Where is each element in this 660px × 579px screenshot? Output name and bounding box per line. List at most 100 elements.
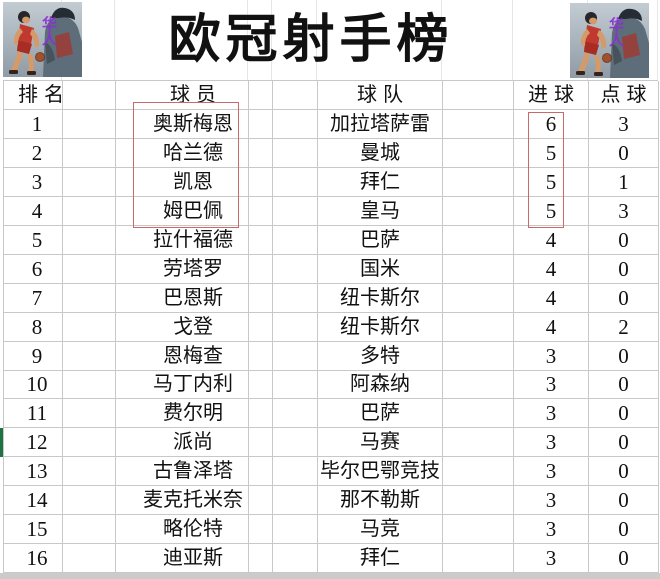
- cell-spacer[interactable]: [63, 196, 116, 226]
- cell-penalties[interactable]: 0: [589, 515, 659, 545]
- cell-spacer[interactable]: [273, 544, 318, 574]
- cell-goals[interactable]: 4: [514, 312, 589, 342]
- cell-spacer[interactable]: [249, 428, 273, 458]
- cell-rank[interactable]: 13: [4, 457, 63, 487]
- cell-team[interactable]: 巴萨: [318, 399, 443, 429]
- cell-spacer[interactable]: [443, 544, 514, 574]
- cell-spacer[interactable]: [63, 283, 116, 313]
- cell-player[interactable]: 奥斯梅恩: [116, 110, 249, 139]
- cell-team[interactable]: 纽卡斯尔: [318, 312, 443, 342]
- cell-spacer[interactable]: [443, 225, 514, 255]
- cell-rank[interactable]: 7: [4, 283, 63, 313]
- cell-spacer[interactable]: [443, 428, 514, 458]
- cell-spacer[interactable]: [443, 486, 514, 516]
- cell-rank[interactable]: 6: [4, 254, 63, 284]
- cell-spacer[interactable]: [273, 515, 318, 545]
- cell-spacer[interactable]: [273, 110, 318, 139]
- cell-spacer[interactable]: [249, 312, 273, 342]
- cell-player[interactable]: 迪亚斯: [116, 544, 249, 574]
- cell-player[interactable]: 拉什福德: [116, 225, 249, 255]
- cell-team[interactable]: 多特: [318, 341, 443, 371]
- cell-spacer[interactable]: [443, 167, 514, 197]
- cell-spacer[interactable]: [443, 254, 514, 284]
- cell-goals[interactable]: 5: [514, 167, 589, 197]
- cell-goals[interactable]: 5: [514, 196, 589, 226]
- cell-rank[interactable]: 8: [4, 312, 63, 342]
- cell-spacer[interactable]: [249, 167, 273, 197]
- cell-player[interactable]: 姆巴佩: [116, 196, 249, 226]
- cell-spacer[interactable]: [249, 515, 273, 545]
- cell-team[interactable]: 国米: [318, 254, 443, 284]
- cell-penalties[interactable]: 0: [589, 399, 659, 429]
- cell-goals[interactable]: 4: [514, 254, 589, 284]
- cell-spacer[interactable]: [273, 370, 318, 400]
- cell-rank[interactable]: 5: [4, 225, 63, 255]
- cell-goals[interactable]: 3: [514, 399, 589, 429]
- cell-spacer[interactable]: [443, 515, 514, 545]
- header-rank[interactable]: 排名: [4, 81, 64, 110]
- cell-spacer[interactable]: [443, 457, 514, 487]
- cell-goals[interactable]: 3: [514, 370, 589, 400]
- cell-spacer[interactable]: [273, 283, 318, 313]
- cell-team[interactable]: 拜仁: [318, 544, 443, 574]
- cell-spacer[interactable]: [249, 138, 273, 168]
- cell-team[interactable]: 马竞: [318, 515, 443, 545]
- cell-player[interactable]: 费尔明: [116, 399, 249, 429]
- cell-spacer[interactable]: [273, 312, 318, 342]
- cell-spacer[interactable]: [63, 370, 116, 400]
- cell-penalties[interactable]: 0: [589, 544, 659, 574]
- cell-player[interactable]: 巴恩斯: [116, 283, 249, 313]
- cell-spacer[interactable]: [443, 138, 514, 168]
- cell-player[interactable]: 略伦特: [116, 515, 249, 545]
- cell-team[interactable]: 加拉塔萨雷: [318, 110, 443, 139]
- cell-spacer[interactable]: [63, 544, 116, 574]
- cell-spacer[interactable]: [443, 399, 514, 429]
- cell-penalties[interactable]: 2: [589, 312, 659, 342]
- cell-goals[interactable]: 4: [514, 283, 589, 313]
- cell-spacer[interactable]: [249, 283, 273, 313]
- cell-penalties[interactable]: 3: [589, 196, 659, 226]
- cell-spacer[interactable]: [273, 225, 318, 255]
- cell-goals[interactable]: 3: [514, 515, 589, 545]
- basketball-artwork-left[interactable]: 华人: [3, 2, 82, 77]
- cell-team[interactable]: 巴萨: [318, 225, 443, 255]
- cell-spacer[interactable]: [443, 196, 514, 226]
- cell-penalties[interactable]: 1: [589, 167, 659, 197]
- cell-spacer[interactable]: [249, 486, 273, 516]
- cell-team[interactable]: 阿森纳: [318, 370, 443, 400]
- cell-rank[interactable]: 11: [4, 399, 63, 429]
- cell-player[interactable]: 凯恩: [116, 167, 249, 197]
- cell-spacer[interactable]: [273, 399, 318, 429]
- header-team[interactable]: 球队: [318, 81, 443, 110]
- cell-penalties[interactable]: 0: [589, 428, 659, 458]
- cell-team[interactable]: 曼城: [318, 138, 443, 168]
- cell-spacer[interactable]: [273, 457, 318, 487]
- cell-team[interactable]: 那不勒斯: [318, 486, 443, 516]
- cell-penalties[interactable]: 0: [589, 283, 659, 313]
- cell-player[interactable]: 古鲁泽塔: [116, 457, 249, 487]
- cell-spacer[interactable]: [273, 428, 318, 458]
- cell-spacer[interactable]: [273, 341, 318, 371]
- cell-player[interactable]: 马丁内利: [116, 370, 249, 400]
- cell-spacer[interactable]: [249, 457, 273, 487]
- cell-spacer[interactable]: [63, 457, 116, 487]
- cell-goals[interactable]: 4: [514, 225, 589, 255]
- cell-spacer[interactable]: [443, 110, 514, 139]
- cell-spacer[interactable]: [249, 196, 273, 226]
- cell-spacer[interactable]: [63, 225, 116, 255]
- cell-rank[interactable]: 14: [4, 486, 63, 516]
- cell-penalties[interactable]: 0: [589, 225, 659, 255]
- cell-spacer[interactable]: [249, 254, 273, 284]
- cell-rank[interactable]: 3: [4, 167, 63, 197]
- cell-spacer[interactable]: [249, 544, 273, 574]
- cell-rank[interactable]: 12: [4, 428, 63, 458]
- cell-team[interactable]: 马赛: [318, 428, 443, 458]
- cell-spacer[interactable]: [63, 486, 116, 516]
- header-goals[interactable]: 进球: [514, 81, 589, 110]
- cell-rank[interactable]: 9: [4, 341, 63, 371]
- cell-spacer[interactable]: [443, 370, 514, 400]
- basketball-artwork-right[interactable]: 华人: [570, 3, 649, 78]
- cell-penalties[interactable]: 0: [589, 486, 659, 516]
- cell-team[interactable]: 纽卡斯尔: [318, 283, 443, 313]
- cell-team[interactable]: 皇马: [318, 196, 443, 226]
